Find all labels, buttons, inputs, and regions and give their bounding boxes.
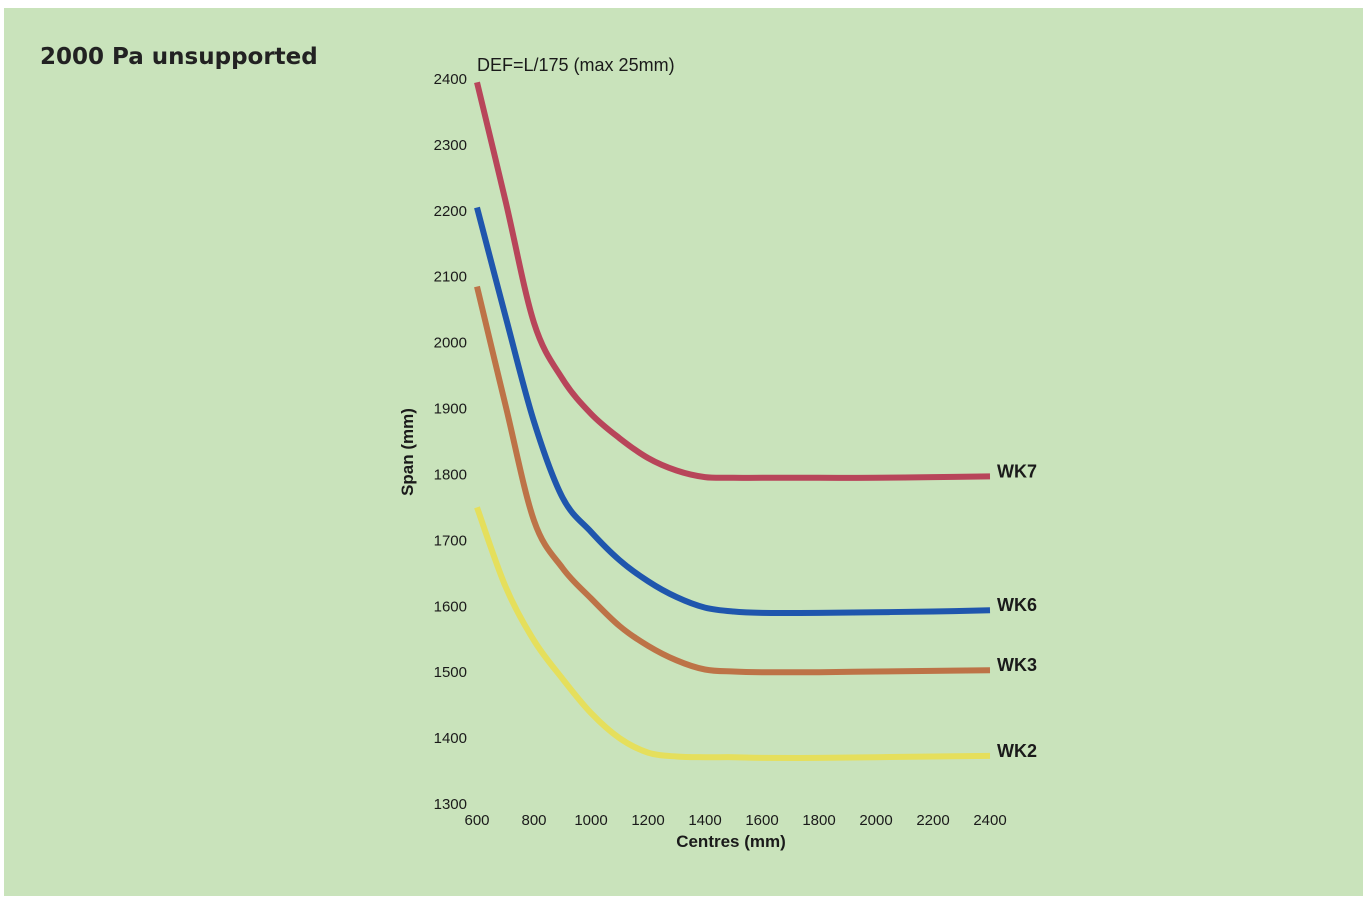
x-tick-label: 1200 <box>631 812 664 829</box>
x-tick-label: 800 <box>521 812 546 829</box>
x-tick-label: 1800 <box>802 812 835 829</box>
x-axis-title: Centres (mm) <box>676 832 786 851</box>
chart-panel <box>4 8 1363 896</box>
y-tick-label: 1600 <box>434 598 467 615</box>
y-axis-tick-labels: 1300 1400 1500 1600 1700 1800 1900 2000 2100 2200… <box>434 71 467 813</box>
y-tick-label: 1800 <box>434 466 467 483</box>
series-line-wk3 <box>474 285 991 676</box>
y-tick-label: 1500 <box>434 664 467 681</box>
x-tick-label: 2200 <box>916 812 949 829</box>
y-tick-label: 1400 <box>434 730 467 747</box>
chart-annotation: DEF=L/175 (max 25mm) <box>477 55 675 75</box>
y-tick-label: 2200 <box>434 203 467 220</box>
x-tick-label: 2000 <box>859 812 892 829</box>
series-line-wk2 <box>474 506 991 761</box>
x-tick-label: 1400 <box>688 812 721 829</box>
series-lines <box>474 81 991 761</box>
y-tick-label: 2000 <box>434 335 467 352</box>
y-tick-label: 2400 <box>434 71 467 88</box>
y-axis-title: Span (mm) <box>398 408 417 496</box>
x-tick-label: 1600 <box>745 812 778 829</box>
y-tick-label: 1900 <box>434 401 467 418</box>
series-line-wk7 <box>474 81 991 481</box>
y-tick-label: 1700 <box>434 532 467 549</box>
page-title: 2000 Pa unsupported <box>40 44 318 70</box>
x-tick-label: 600 <box>464 812 489 829</box>
x-tick-label: 1000 <box>574 812 607 829</box>
series-labels: WK7 WK6 WK3 WK2 <box>997 461 1037 760</box>
series-label-wk3: WK3 <box>997 655 1037 675</box>
y-tick-label: 1300 <box>434 796 467 813</box>
y-tick-label: 2300 <box>434 137 467 154</box>
series-line-wk6 <box>474 206 991 617</box>
series-label-wk6: WK6 <box>997 595 1037 615</box>
series-label-wk7: WK7 <box>997 461 1037 481</box>
x-axis-tick-labels: 600 800 1000 1200 1400 1600 1800 2000 2200 2400 <box>464 812 1006 829</box>
x-tick-label: 2400 <box>973 812 1006 829</box>
series-label-wk2: WK2 <box>997 741 1037 761</box>
y-tick-label: 2100 <box>434 269 467 286</box>
